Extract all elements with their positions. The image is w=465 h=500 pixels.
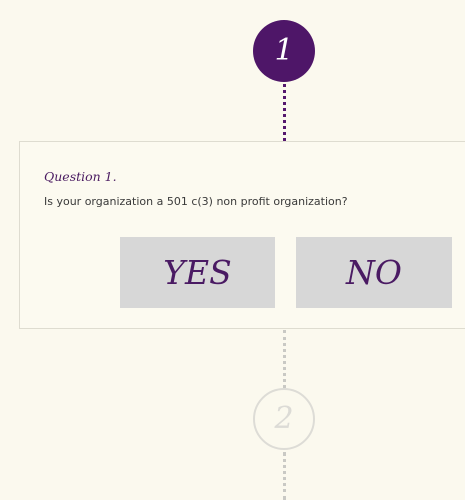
step-2-indicator: 2 (253, 388, 315, 450)
yes-button[interactable]: YES (120, 237, 275, 308)
step-1-indicator: 1 (253, 20, 315, 82)
question-text: Is your organization a 501 c(3) non prof… (44, 195, 348, 208)
step-connector-inactive (283, 330, 286, 388)
step-connector-trailing (283, 452, 286, 500)
step-2-number: 2 (274, 401, 294, 436)
question-title: Question 1. (44, 169, 117, 184)
step-connector-active (283, 84, 286, 141)
no-button[interactable]: NO (296, 237, 452, 308)
step-1-number: 1 (274, 33, 294, 68)
question-card: Question 1. Is your organization a 501 c… (19, 141, 465, 329)
